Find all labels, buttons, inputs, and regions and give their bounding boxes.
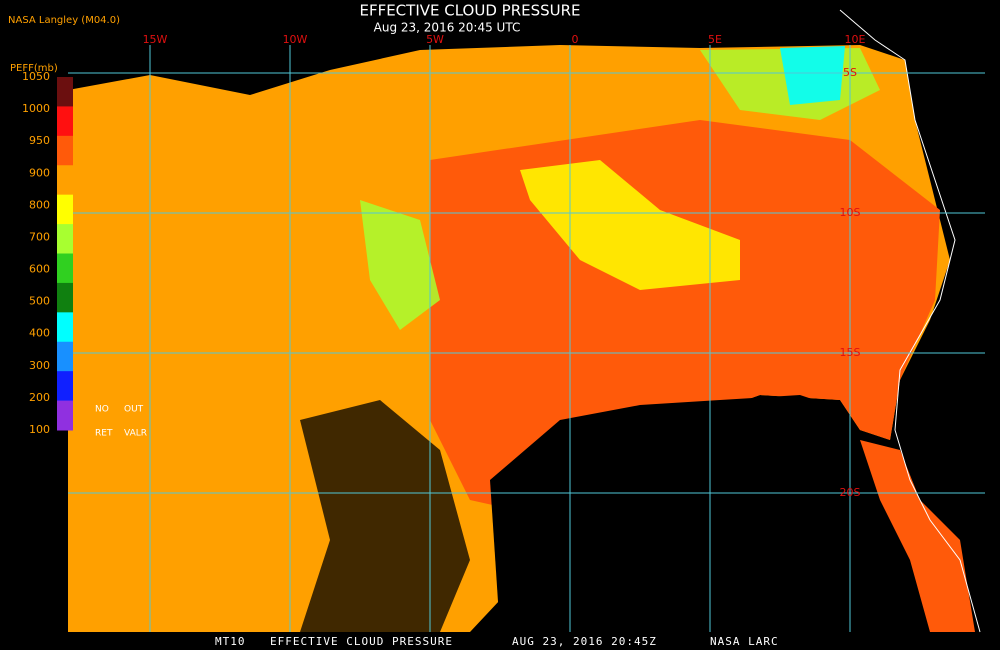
source-label: NASA Langley (M04.0)	[8, 15, 120, 26]
legend-swatch	[57, 341, 73, 372]
legend-label: 300	[29, 359, 50, 372]
latitude-label: 5S	[843, 66, 857, 79]
longitude-label: 10W	[283, 33, 308, 46]
longitude-label: 5E	[708, 33, 722, 46]
footer-text: AUG 23, 2016 20:45Z	[512, 635, 657, 648]
longitude-label: 5W	[426, 33, 444, 46]
legend-label: 100	[29, 423, 50, 436]
footer: MT10 EFFECTIVE CLOUD PRESSURE AUG 23, 2016…	[215, 635, 779, 648]
legend-swatch	[57, 312, 73, 343]
legend-label: 950	[29, 134, 50, 147]
high-cloud	[520, 160, 740, 290]
longitude-label: 15W	[143, 33, 168, 46]
graticule: 15W 10W 5W 0 5E 10E 5S 10S 15S 20S	[68, 33, 985, 632]
latitude-label: 10S	[840, 206, 861, 219]
latitude-label: 20S	[840, 486, 861, 499]
legend-swatch	[57, 371, 73, 402]
legend-swatch	[57, 253, 73, 284]
legend-swatch	[57, 224, 73, 254]
color-legend: 1050 1000 950 900 800 700 600 500 400 300 200 100 NO…	[22, 70, 147, 439]
subtitle: Aug 23, 2016 20:45 UTC	[374, 21, 521, 35]
legend-swatch	[57, 282, 73, 313]
legend-label: 600	[29, 263, 50, 276]
legend-swatch	[57, 77, 73, 107]
legend-swatch	[57, 135, 73, 166]
legend-swatch	[57, 165, 73, 196]
legend-swatch	[57, 400, 73, 431]
legend-label: 800	[29, 198, 50, 211]
coastal-cloud	[860, 440, 975, 632]
legend-swatch	[57, 106, 73, 137]
very-high-cloud	[780, 46, 845, 105]
latitude-label: 15S	[840, 346, 861, 359]
cloud-imagery	[68, 9, 981, 633]
legend-label: 400	[29, 327, 50, 340]
high-cloud	[360, 200, 440, 330]
footer-text: MT10	[215, 635, 246, 648]
title: EFFECTIVE CLOUD PRESSURE	[359, 2, 580, 20]
legend-note: RET	[95, 429, 113, 439]
legend-note: NO	[95, 405, 109, 415]
longitude-label: 0	[572, 33, 579, 46]
footer-text: EFFECTIVE CLOUD PRESSURE	[270, 635, 453, 648]
coastline	[839, 9, 981, 633]
legend-label: 1000	[22, 102, 50, 115]
longitude-label: 10E	[845, 33, 866, 46]
legend-label: 200	[29, 391, 50, 404]
broken-cloud	[300, 400, 470, 632]
legend-swatch	[57, 194, 73, 225]
legend-label: 700	[29, 230, 50, 243]
legend-label: 500	[29, 295, 50, 308]
legend-note: OUT	[124, 405, 144, 415]
footer-text: NASA LARC	[710, 635, 779, 648]
legend-title: PEFF(mb)	[10, 63, 58, 74]
clear-ocean	[490, 395, 850, 632]
legend-label: 900	[29, 166, 50, 179]
legend-label: 1050	[22, 70, 50, 83]
legend-note: VALR	[124, 429, 147, 439]
